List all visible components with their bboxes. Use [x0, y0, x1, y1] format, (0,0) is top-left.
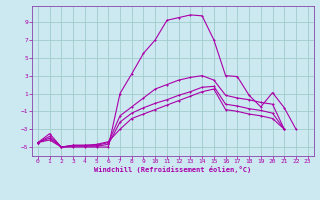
X-axis label: Windchill (Refroidissement éolien,°C): Windchill (Refroidissement éolien,°C) — [94, 166, 252, 173]
